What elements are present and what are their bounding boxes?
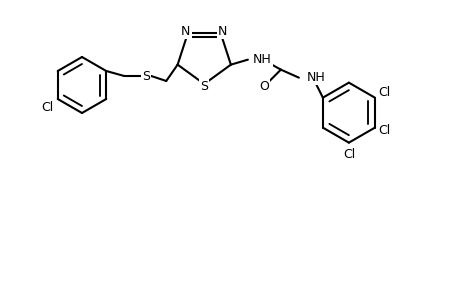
Text: Cl: Cl	[378, 86, 390, 99]
Text: Cl: Cl	[378, 124, 390, 137]
Text: S: S	[200, 80, 208, 92]
Text: O: O	[258, 80, 268, 93]
Text: N: N	[181, 25, 190, 38]
Text: NH: NH	[252, 53, 271, 66]
Text: NH: NH	[306, 71, 325, 84]
Text: Cl: Cl	[342, 148, 354, 161]
Text: Cl: Cl	[41, 100, 54, 113]
Text: S: S	[142, 70, 150, 83]
Text: N: N	[218, 25, 227, 38]
